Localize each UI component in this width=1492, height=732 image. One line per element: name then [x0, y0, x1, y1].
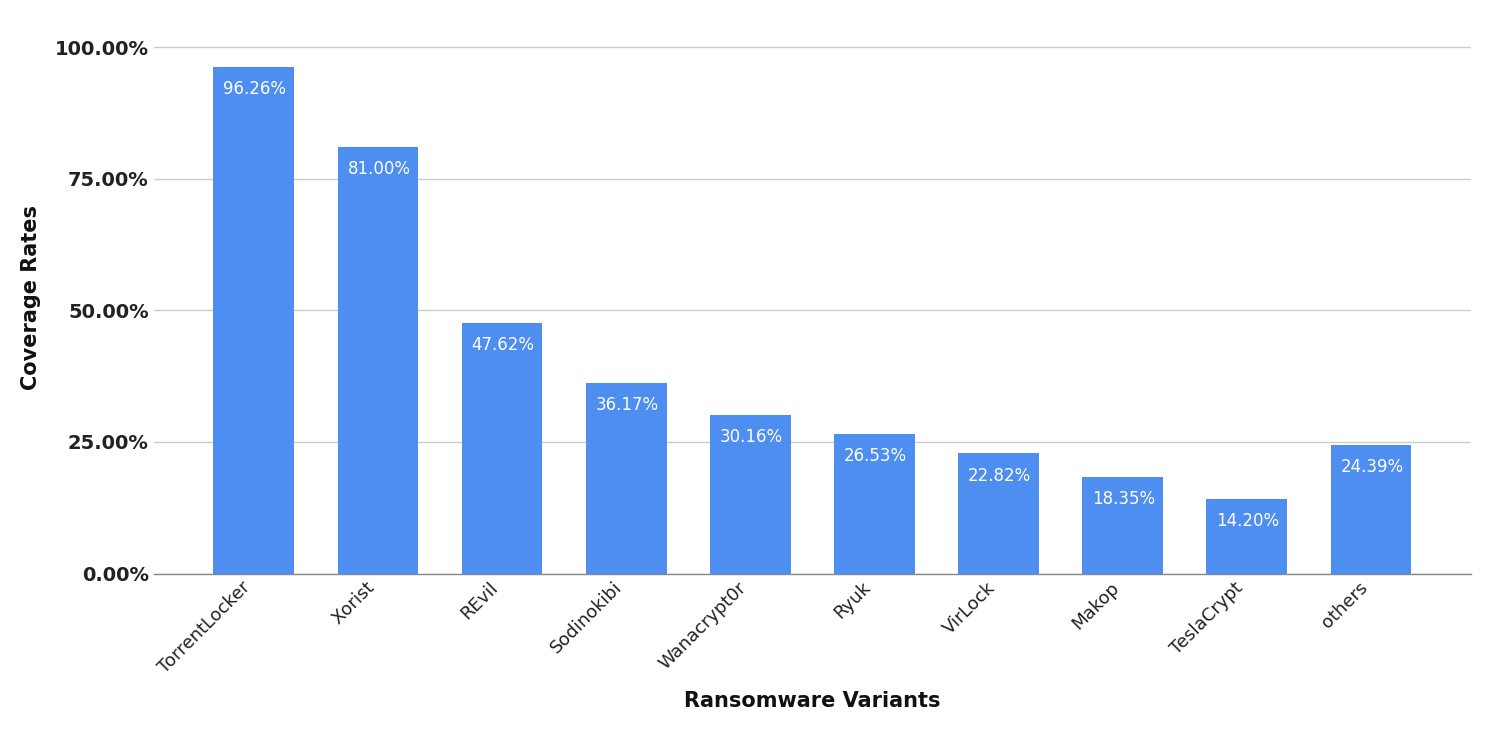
Text: 96.26%: 96.26%: [224, 80, 286, 98]
Bar: [1082, 477, 1164, 574]
Bar: [1207, 498, 1288, 574]
X-axis label: Ransomware Variants: Ransomware Variants: [685, 691, 940, 712]
Bar: [834, 434, 915, 574]
Bar: [710, 415, 791, 574]
Text: 36.17%: 36.17%: [595, 396, 659, 414]
Bar: [337, 147, 418, 574]
Text: 14.20%: 14.20%: [1216, 512, 1280, 530]
Bar: [461, 323, 543, 574]
Y-axis label: Coverage Rates: Coverage Rates: [21, 205, 40, 389]
Text: 18.35%: 18.35%: [1092, 490, 1155, 508]
Bar: [958, 453, 1038, 574]
Bar: [586, 383, 667, 574]
Text: 26.53%: 26.53%: [844, 447, 907, 465]
Text: 30.16%: 30.16%: [721, 428, 783, 446]
Text: 47.62%: 47.62%: [471, 336, 534, 354]
Text: 22.82%: 22.82%: [968, 466, 1031, 485]
Text: 24.39%: 24.39%: [1340, 458, 1404, 477]
Text: 81.00%: 81.00%: [348, 160, 410, 179]
Bar: [213, 67, 294, 574]
Bar: [1331, 445, 1411, 574]
